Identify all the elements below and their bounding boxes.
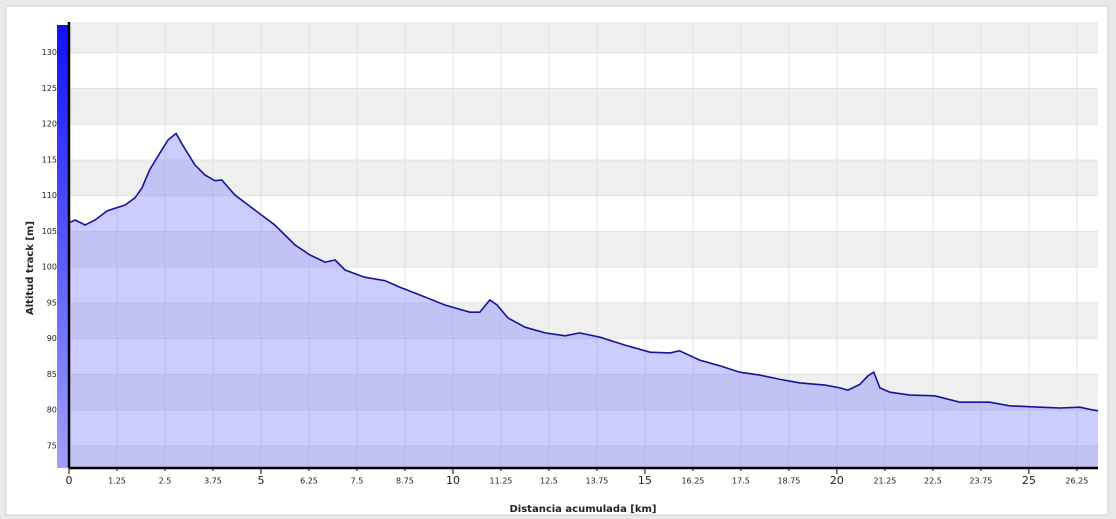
grid-band <box>69 88 1098 125</box>
x-tick-label: 10 <box>446 474 460 487</box>
x-tick-label: 7.5 <box>351 477 364 486</box>
x-tick-label: 16.25 <box>681 477 704 486</box>
y-tick-label: 850 <box>47 370 62 379</box>
left-bar <box>57 25 68 468</box>
x-tick-label: 26.25 <box>1065 477 1088 486</box>
x-tick-label: 2.5 <box>159 477 172 486</box>
x-tick-label: 15 <box>638 474 652 487</box>
x-tick-label: 21.25 <box>873 477 896 486</box>
y-tick-label: 1200 <box>42 120 62 129</box>
y-tick-label: 1000 <box>42 263 62 272</box>
x-tick-label: 20 <box>830 474 844 487</box>
grid-band <box>69 374 1098 411</box>
grid-band <box>69 159 1098 196</box>
x-tick-label: 13.75 <box>585 477 608 486</box>
x-tick-label: 5 <box>257 474 264 487</box>
x-tick-label: 18.75 <box>777 477 800 486</box>
grid-band <box>69 445 1098 468</box>
x-axis-label: Distancia acumulada [km] <box>509 504 656 515</box>
profile-line <box>68 132 1099 412</box>
y-tick-label: 950 <box>47 298 62 307</box>
x-tick-label: 8.75 <box>396 477 414 486</box>
y-tick-label: 1100 <box>42 191 62 200</box>
y-tick-label: 1050 <box>42 227 62 236</box>
x-tick-label: 23.75 <box>969 477 992 486</box>
grid-band <box>69 22 1098 53</box>
y-tick-label: 1150 <box>42 155 62 164</box>
grid-band <box>69 302 1098 339</box>
y-axis-label: Altitud track [m] <box>25 221 36 315</box>
y-tick-label: 750 <box>47 441 62 450</box>
x-tick-label: 11.25 <box>489 477 512 486</box>
x-tick-label: 25 <box>1022 474 1036 487</box>
x-tick-label: 3.75 <box>204 477 222 486</box>
x-tick-label: 22.5 <box>924 477 942 486</box>
x-tick-label: 0 <box>66 474 73 487</box>
y-tick-label: 1250 <box>42 84 62 93</box>
x-tick-label: 12.5 <box>540 477 558 486</box>
area-fill <box>69 133 1098 468</box>
y-tick-label: 1300 <box>42 48 62 57</box>
grid-band <box>69 231 1098 268</box>
y-tick-label: 900 <box>47 334 62 343</box>
x-tick-label: 6.25 <box>300 477 318 486</box>
x-tick-label: 1.25 <box>108 477 126 486</box>
x-tick-label: 17.5 <box>732 477 750 486</box>
y-tick-label: 800 <box>47 406 62 415</box>
